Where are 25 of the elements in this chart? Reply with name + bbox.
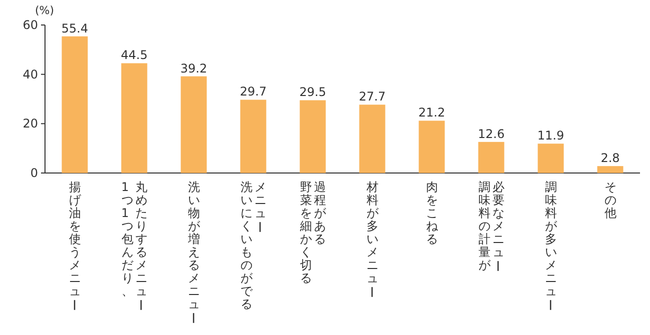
data-label: 29.7 — [240, 84, 267, 99]
x-tick-label: 調味料の計量が 必要なメニュー — [478, 180, 504, 272]
data-label: 12.6 — [478, 126, 505, 141]
x-tick-label: 洗い物が増えるメニュー — [186, 180, 200, 324]
data-label: 27.7 — [358, 90, 386, 104]
x-tick-label: 調味料が多いメニュー — [542, 180, 557, 311]
y-tick-label: 40 — [22, 67, 38, 82]
x-tick-label: 洗いにくいものがでる メニュー — [240, 180, 266, 311]
x-tick-label: 1つ1つ包んだり、 丸めたりするメニュー — [121, 180, 148, 311]
data-label: 55.4 — [61, 21, 88, 36]
data-label: 11.9 — [537, 128, 564, 143]
data-label: 29.5 — [299, 85, 326, 100]
x-tick-label: 肉をこねる — [426, 180, 438, 246]
data-label: 21.2 — [418, 106, 446, 120]
x-tick-label: 材料が多いメニュー — [364, 180, 378, 298]
x-tick-label: 揚げ油を使うメニュー — [66, 180, 81, 311]
y-tick-label: 0 — [30, 166, 38, 180]
x-tick-label: その他 — [604, 180, 616, 220]
y-tick-label: 20 — [22, 116, 38, 131]
data-label: 2.8 — [600, 151, 620, 166]
data-label: 39.2 — [180, 61, 208, 76]
y-tick-label: 60 — [22, 18, 38, 32]
data-label: 44.5 — [120, 48, 148, 62]
x-tick-label: 野菜を細かく切る 過程がある — [300, 180, 326, 285]
y-axis-title: (%) — [35, 4, 54, 17]
